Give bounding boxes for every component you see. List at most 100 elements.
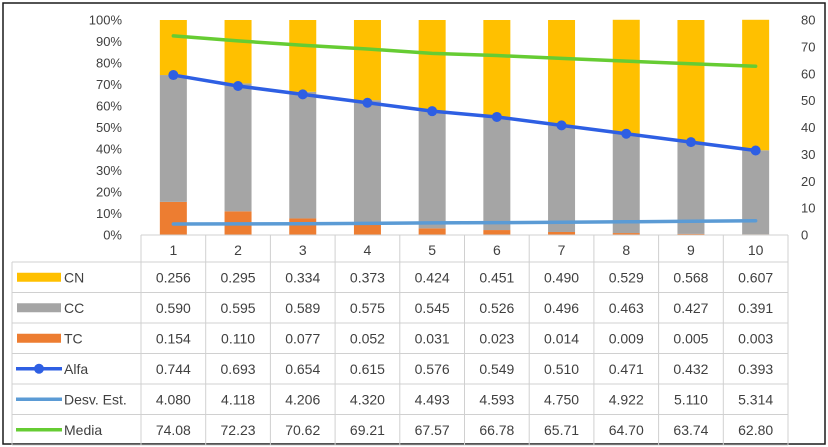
bar-tc — [353, 223, 381, 235]
y-left-tick-label: 50% — [96, 120, 122, 135]
table-cell: 74.08 — [156, 422, 191, 438]
bar-cc — [353, 100, 381, 224]
table-cell: 0.256 — [156, 269, 191, 285]
table-cell: 66.78 — [479, 422, 514, 438]
y-left-tick-label: 70% — [96, 77, 122, 92]
bar-cn — [677, 20, 705, 143]
legend-key-tc — [17, 333, 61, 343]
table-cell: 0.154 — [156, 330, 191, 346]
point-alfa — [750, 145, 761, 156]
table-cell: 0.003 — [738, 330, 773, 346]
bar-cc — [548, 125, 576, 232]
y-left-tick-label: 10% — [96, 206, 122, 221]
table-cell: 0.607 — [738, 269, 773, 285]
table-cell: 0.575 — [350, 300, 385, 316]
bar-tc — [483, 230, 511, 235]
x-tick-label: 4 — [364, 242, 372, 258]
table-cell: 0.110 — [221, 330, 255, 346]
point-alfa — [297, 89, 308, 100]
bar-cc — [159, 75, 187, 202]
bar-cn — [353, 20, 381, 101]
table-cell: 4.922 — [609, 391, 644, 407]
table-cell: 0.568 — [673, 269, 708, 285]
table-cell: 4.206 — [285, 391, 320, 407]
y-right-tick-label: 40 — [801, 120, 815, 135]
table-cell: 0.334 — [285, 269, 320, 285]
data-table: 1 2 3 4 5 6 7 8 9 10 CN 0.256 0.295 0.334 0.373 0.424 0.… — [11, 234, 789, 446]
table-cell: 63.74 — [673, 422, 708, 438]
bar-cn — [742, 19, 770, 151]
x-tick-label: 9 — [687, 242, 695, 258]
table-cell: 0.014 — [544, 330, 579, 346]
point-alfa — [685, 137, 696, 148]
bar-cn — [418, 20, 446, 112]
point-alfa — [427, 106, 438, 117]
bar-cn — [224, 20, 252, 84]
y-right-tick-label: 0 — [801, 228, 808, 243]
y-left-tick-label: 100% — [89, 13, 123, 28]
y-left-tick-label: 60% — [96, 99, 122, 114]
table-cell: 0.451 — [479, 269, 514, 285]
y-right-tick-label: 10 — [801, 201, 815, 216]
bar-cc — [289, 91, 317, 219]
bar-cc — [612, 133, 640, 234]
table-cell: 4.118 — [221, 391, 255, 407]
y-left-tick-label: 20% — [96, 185, 122, 200]
point-alfa — [491, 111, 502, 122]
table-cell: 72.23 — [221, 422, 256, 438]
bar-tc — [159, 201, 187, 235]
y-axis-left: 0% 10% 20% 30% 40% 50% 60% 70% 80% 90% 100% — [89, 13, 123, 243]
table-cell: 70.62 — [285, 422, 320, 438]
table-cell: 0.009 — [609, 330, 644, 346]
y-right-tick-label: 30 — [801, 147, 815, 162]
bar-tc — [548, 231, 576, 235]
legend-label-media: Media — [64, 422, 102, 438]
table-cell: 4.080 — [156, 391, 191, 407]
legend-key-cn — [17, 272, 61, 282]
bar-cc — [418, 111, 446, 229]
table-cell: 0.005 — [673, 330, 708, 346]
x-tick-label: 8 — [622, 242, 630, 258]
table-cell: 62.80 — [738, 422, 773, 438]
table-cell: 0.576 — [415, 361, 450, 377]
x-tick-label: 6 — [493, 242, 501, 258]
y-right-tick-label: 60 — [801, 66, 815, 81]
legend-label-cc: CC — [64, 300, 84, 316]
table-cell: 0.373 — [350, 269, 385, 285]
x-tick-label: 7 — [558, 242, 566, 258]
table-cell: 0.693 — [221, 361, 256, 377]
x-tick-label: 1 — [169, 242, 177, 258]
point-alfa — [168, 70, 179, 81]
y-left-tick-label: 30% — [96, 163, 122, 178]
table-cell: 5.314 — [738, 391, 773, 407]
bar-cn — [289, 20, 317, 92]
table-cell: 0.052 — [350, 330, 385, 346]
y-left-tick-label: 80% — [96, 56, 122, 71]
y-axis-right: 0 10 20 30 40 50 60 70 80 — [801, 13, 815, 243]
bar-cn — [159, 20, 187, 76]
point-alfa — [621, 128, 632, 139]
y-right-tick-label: 50 — [801, 93, 815, 108]
y-right-tick-label: 70 — [801, 39, 815, 54]
table-cell: 0.589 — [285, 300, 320, 316]
table-cell: 67.57 — [415, 422, 450, 438]
bar-cc — [224, 83, 252, 212]
point-alfa — [362, 97, 373, 108]
table-cell: 0.295 — [221, 269, 256, 285]
point-alfa — [233, 81, 244, 92]
stacked-bars — [159, 19, 770, 235]
bar-cn — [612, 19, 640, 134]
table-cell: 0.744 — [156, 361, 191, 377]
table-cell: 0.526 — [479, 300, 514, 316]
y-right-tick-label: 20 — [801, 174, 815, 189]
table-cell: 0.424 — [415, 269, 450, 285]
table-cell: 0.615 — [350, 361, 385, 377]
bar-tc — [418, 228, 446, 235]
x-tick-label: 2 — [234, 242, 242, 258]
table-cell: 0.077 — [285, 330, 320, 346]
table-cell: 69.21 — [350, 422, 385, 438]
table-cell: 0.529 — [609, 269, 644, 285]
table-cell: 4.593 — [479, 391, 514, 407]
bar-cc — [483, 116, 511, 231]
